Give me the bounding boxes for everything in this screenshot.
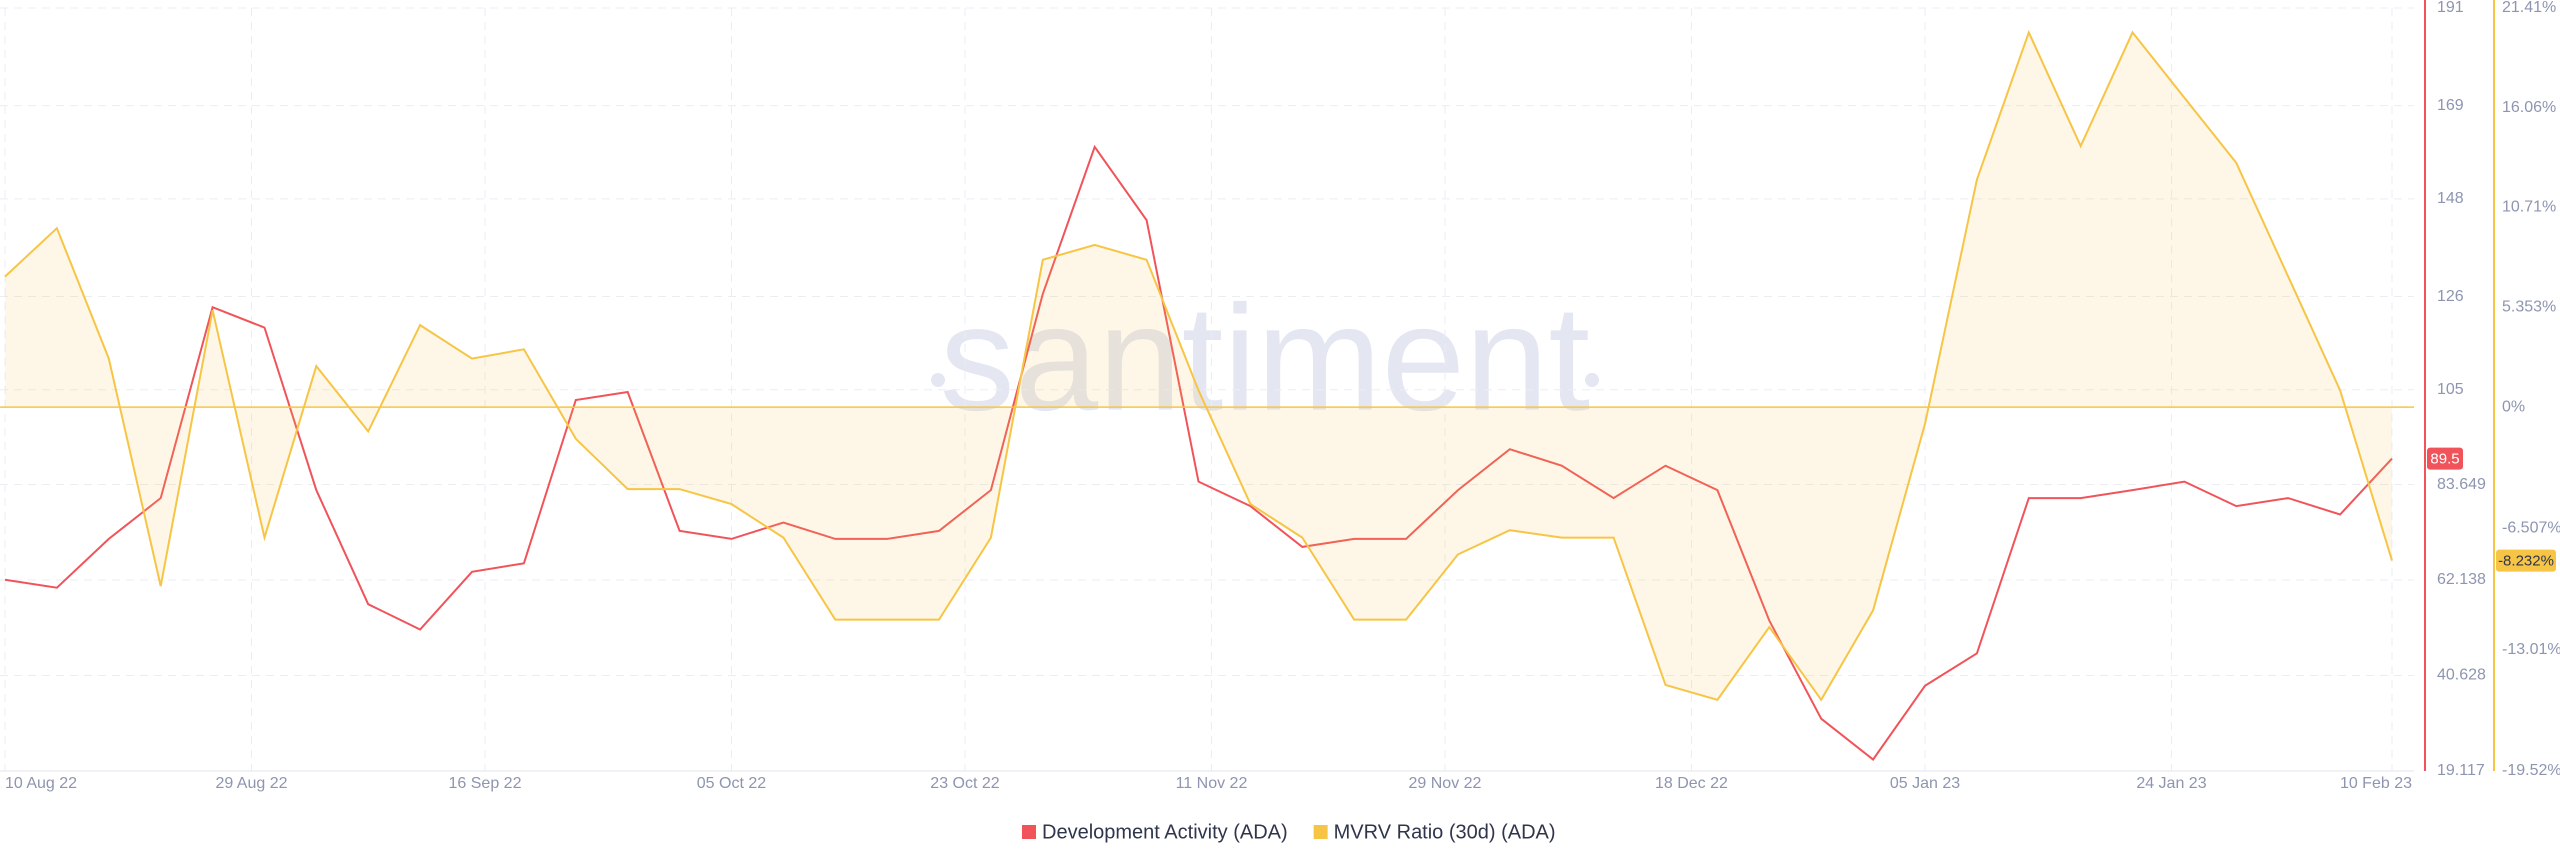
y2-tick-label: 10.71% — [2502, 199, 2556, 216]
y2-tick-label: 5.353% — [2502, 299, 2556, 316]
watermark-dot — [931, 373, 945, 387]
y2-tick-label: 21.41% — [2502, 0, 2556, 16]
y-tick-label: 62.138 — [2437, 571, 2486, 588]
area — [5, 32, 2392, 700]
line — [4, 29, 2393, 702]
watermark: santiment — [931, 274, 1599, 442]
value-badge-label: 89.5 — [2430, 451, 2459, 468]
legend-label: MVRV Ratio (30d) (ADA) — [1334, 821, 1556, 843]
y2-tick-label: -13.01% — [2502, 641, 2560, 658]
value-badge — [2427, 447, 2463, 470]
x-tick-label: 10 Feb 23 — [2340, 775, 2412, 792]
y-tick-label: 169 — [2437, 97, 2464, 114]
y2-tick-label: 16.06% — [2502, 99, 2556, 116]
x-tick-label: 29 Nov 22 — [1409, 775, 1482, 792]
value-badge — [2496, 549, 2556, 572]
x-tick-label: 11 Nov 22 — [1176, 775, 1248, 792]
legend-label: Development Activity (ADA) — [1042, 821, 1288, 843]
y-tick-label: 40.628 — [2437, 667, 2486, 684]
x-tick-label: 23 Oct 22 — [930, 775, 999, 792]
legend: Development Activity (ADA) MVRV Ratio (30… — [1022, 821, 1556, 843]
x-tick-label: 05 Oct 22 — [697, 775, 766, 792]
legend-swatch — [1022, 825, 1036, 839]
legend-swatch — [1313, 825, 1328, 839]
watermark-text: santiment — [940, 274, 1590, 442]
y2-tick-label: 0% — [2502, 398, 2525, 415]
y-tick-label: 105 — [2437, 381, 2464, 398]
y2-tick-label: -6.507% — [2502, 520, 2560, 537]
line — [4, 144, 2393, 761]
value-badge-label: -8.232% — [2498, 553, 2554, 570]
x-tick-label: 24 Jan 23 — [2136, 775, 2206, 792]
x-tick-label: 16 Sep 22 — [449, 775, 522, 792]
x-tick-label: 05 Jan 23 — [1890, 775, 1960, 792]
y-tick-label: 126 — [2437, 288, 2464, 305]
y2-tick-label: -19.52% — [2502, 762, 2560, 779]
y-tick-label: 148 — [2437, 190, 2464, 207]
x-tick-label: 29 Aug 22 — [215, 775, 287, 792]
y-tick-label: 19.117 — [2437, 762, 2485, 779]
x-tick-label: 18 Dec 22 — [1655, 775, 1728, 792]
x-tick-label: 10 Aug 22 — [5, 775, 77, 792]
watermark-dot — [1585, 373, 1599, 387]
y-tick-label: 191 — [2437, 0, 2464, 16]
y-tick-label: 83.649 — [2437, 476, 2486, 493]
